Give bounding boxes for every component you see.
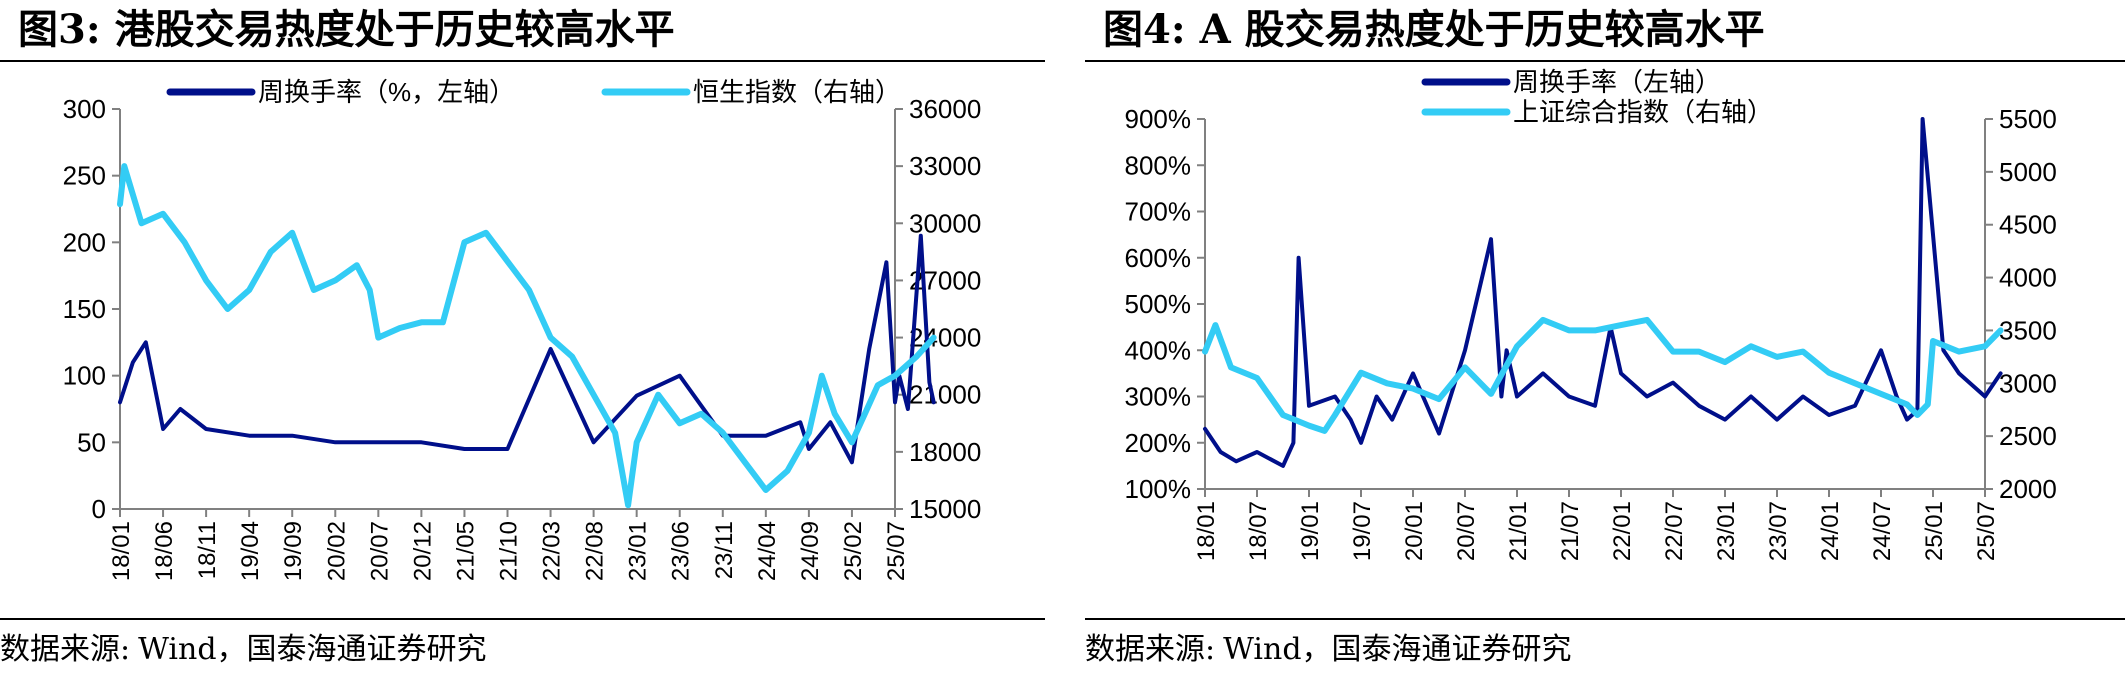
x-tick-label: 23/01 [1713, 501, 1740, 561]
figure-3-panel: 图3: 港股交易热度处于历史较高水平 0 50 100 150 200 250 300 1500… [0, 0, 1045, 681]
x-tick-label: 23/11 [711, 521, 738, 579]
x-tick-label: 18/01 [1193, 501, 1220, 561]
x-tick-label: 22/03 [539, 521, 566, 581]
left-y-tick-label: 150 [63, 294, 106, 324]
right-y-tick-label: 15000 [909, 494, 981, 524]
legend-label: 上证综合指数（右轴） [1513, 97, 1773, 127]
source-label: 数据来源: [1085, 632, 1216, 667]
x-tick-label: 18/07 [1245, 501, 1272, 561]
source-rule [1085, 618, 2125, 620]
x-tick-label: 20/07 [1453, 501, 1480, 561]
hk-turnover-chart: 0501001502002503001500018000210002400027… [63, 77, 982, 581]
x-tick-label: 24/01 [1817, 501, 1844, 561]
left-y-tick-label: 600% [1125, 243, 1192, 273]
left-y-tick-label: 500% [1125, 289, 1192, 319]
x-tick-label: 25/07 [1973, 501, 2000, 561]
right-y-tick-label: 2500 [1999, 421, 2057, 451]
source-rule [0, 618, 1045, 620]
x-tick-label: 24/07 [1869, 501, 1896, 561]
x-tick-label: 21/10 [496, 521, 523, 581]
left-y-tick-label: 100% [1125, 474, 1192, 504]
x-tick-label: 20/01 [1401, 501, 1428, 561]
right-y-tick-label: 4000 [1999, 263, 2057, 293]
x-tick-label: 23/06 [668, 521, 695, 581]
left-y-tick-label: 300% [1125, 382, 1192, 412]
right-y-tick-label: 5500 [1999, 104, 2057, 134]
right-y-tick-label: 18000 [909, 437, 981, 467]
left-y-tick-label: 800% [1125, 150, 1192, 180]
source-label: 数据来源: [0, 632, 131, 667]
legend-label: 周换手率（左轴） [1513, 67, 1721, 97]
left-y-tick-label: 700% [1125, 197, 1192, 227]
figure-4-panel: 图4: A 股交易热度处于历史较高水平 100% 200% 300% 400% 500% 6… [1085, 0, 2125, 681]
figure-number: 图3: [18, 6, 101, 53]
figure-number: 图4: [1103, 6, 1186, 53]
source-note: 数据来源: Wind，国泰海通证券研究 [0, 623, 1045, 677]
right-y-tick-label: 30000 [909, 208, 981, 238]
x-tick-label: 19/04 [237, 521, 264, 581]
title-rule [0, 60, 1045, 62]
right-y-tick-label: 3500 [1999, 315, 2057, 345]
source-text: Wind，国泰海通证券研究 [1223, 632, 1572, 667]
x-tick-label: 22/08 [582, 521, 609, 581]
x-tick-label: 25/07 [883, 521, 910, 581]
legend-label: 周换手率（%，左轴） [258, 77, 515, 107]
x-tick-label: 20/07 [366, 521, 393, 581]
left-y-tick-label: 400% [1125, 335, 1192, 365]
x-tick-label: 23/01 [625, 521, 652, 581]
series-line-index [117, 163, 937, 509]
x-tick-label: 20/12 [409, 521, 436, 581]
left-y-tick-label: 300 [63, 94, 106, 124]
left-y-tick-label: 900% [1125, 104, 1192, 134]
right-y-tick-label: 5000 [1999, 157, 2057, 187]
right-y-tick-label: 36000 [909, 94, 981, 124]
x-tick-label: 20/02 [323, 521, 350, 581]
x-tick-label: 21/01 [1505, 501, 1532, 561]
x-tick-label: 18/06 [151, 521, 178, 581]
a-share-turnover-chart: 100% 200% 300% 400% 500% 600% 700% 800% 900% 2000… [1125, 67, 2057, 561]
right-y-tick-label: 4500 [1999, 210, 2057, 240]
series-line-turnover [118, 233, 936, 465]
right-y-tick-label: 3000 [1999, 368, 2057, 398]
x-tick-label: 23/07 [1765, 501, 1792, 561]
x-tick-label: 24/04 [754, 521, 781, 581]
left-y-tick-label: 200% [1125, 428, 1192, 458]
right-y-tick-label: 2000 [1999, 474, 2057, 504]
right-y-tick-label: 21000 [909, 380, 981, 410]
x-tick-label: 25/02 [840, 521, 867, 581]
source-text: Wind，国泰海通证券研究 [138, 632, 487, 667]
series-line-turnover [1203, 117, 2003, 468]
left-y-tick-label: 250 [63, 161, 106, 191]
left-y-tick-label: 100 [63, 361, 106, 391]
x-tick-label: 19/07 [1349, 501, 1376, 561]
legend-label: 恒生指数（右轴） [693, 77, 901, 107]
left-y-tick-label: 200 [63, 227, 106, 257]
right-y-tick-label: 24000 [909, 323, 981, 353]
x-tick-label: 24/09 [797, 521, 824, 581]
left-y-tick-label: 0 [92, 494, 106, 524]
x-tick-label: 19/09 [280, 521, 307, 581]
x-tick-label: 21/05 [452, 521, 479, 581]
x-tick-label: 18/01 [108, 521, 135, 581]
figure-title: 图3: 港股交易热度处于历史较高水平 [0, 0, 1045, 60]
source-note: 数据来源: Wind，国泰海通证券研究 [1085, 623, 2125, 677]
figure-title-text: 港股交易热度处于历史较高水平 [114, 6, 675, 53]
right-y-tick-label: 33000 [909, 151, 981, 181]
x-tick-label: 19/01 [1297, 501, 1324, 561]
x-tick-label: 18/11 [194, 521, 221, 579]
series-line-index [1202, 316, 2004, 434]
x-tick-label: 22/01 [1609, 501, 1636, 561]
figure-title: 图4: A 股交易热度处于历史较高水平 [1085, 0, 2125, 60]
left-y-tick-label: 50 [77, 427, 106, 457]
title-rule [1085, 60, 2125, 62]
figure-title-text: A 股交易热度处于历史较高水平 [1199, 6, 1765, 53]
x-tick-label: 22/07 [1661, 501, 1688, 561]
x-tick-label: 25/01 [1921, 501, 1948, 561]
x-tick-label: 21/07 [1557, 501, 1584, 561]
